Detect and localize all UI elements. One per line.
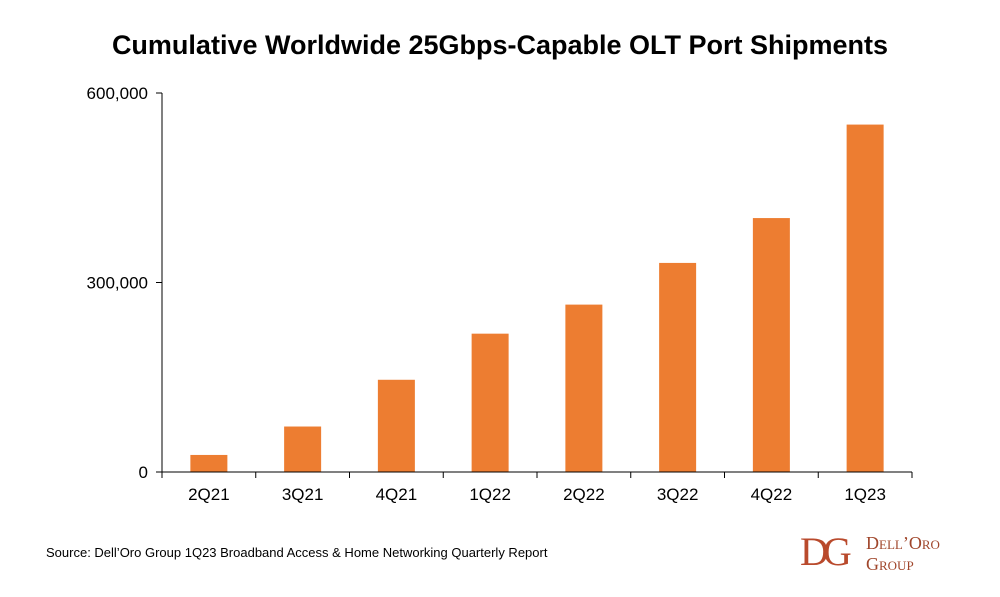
x-tick-label: 2Q21 — [188, 485, 230, 504]
y-tick-label: 300,000 — [87, 274, 148, 293]
bar-4Q21 — [377, 379, 415, 472]
bar-1Q23 — [846, 124, 884, 472]
y-tick-label: 0 — [139, 463, 148, 482]
y-tick-label: 600,000 — [87, 84, 148, 103]
logo-line-1: Dell’Oro — [866, 533, 940, 553]
x-tick-label: 4Q22 — [751, 485, 793, 504]
bar-3Q21 — [284, 426, 322, 472]
logo-mark: DG — [800, 529, 852, 574]
source-note: Source: Dell’Oro Group 1Q23 Broadband Ac… — [46, 545, 548, 560]
company-logo: DG Dell’Oro Group — [800, 530, 970, 580]
x-tick-label: 4Q21 — [376, 485, 418, 504]
bar-1Q22 — [471, 333, 509, 472]
bar-2Q21 — [190, 454, 228, 472]
x-tick-label: 3Q22 — [657, 485, 699, 504]
x-tick-label: 3Q21 — [282, 485, 324, 504]
logo-text: Dell’Oro Group — [866, 533, 970, 575]
chart-title: Cumulative Worldwide 25Gbps-Capable OLT … — [111, 30, 889, 60]
logo-line-2: Group — [866, 554, 914, 574]
x-tick-label: 2Q22 — [563, 485, 605, 504]
x-tick-label: 1Q22 — [469, 485, 511, 504]
bar-2Q22 — [565, 304, 603, 472]
bar-3Q22 — [659, 262, 697, 472]
bar-4Q22 — [752, 218, 790, 472]
x-tick-label: 1Q23 — [844, 485, 886, 504]
